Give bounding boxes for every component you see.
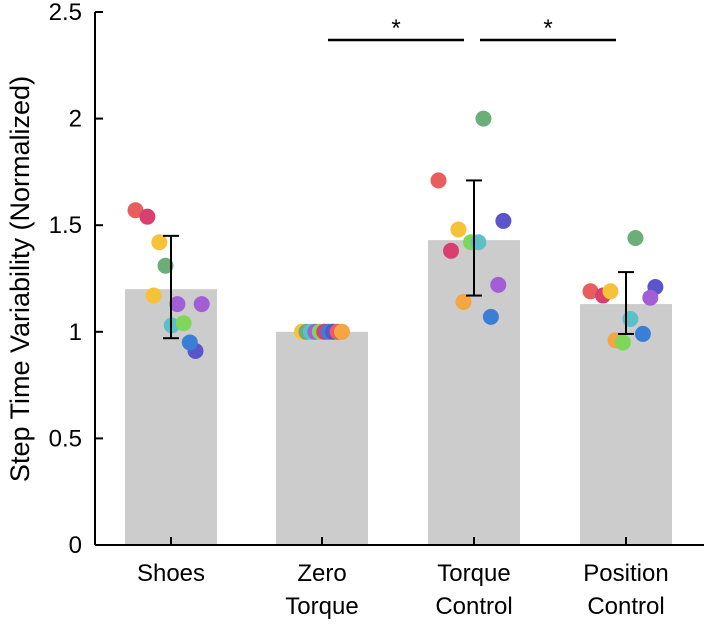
- data-point-torque-control-9: [495, 212, 512, 229]
- data-point-torque-control-2: [443, 242, 460, 259]
- x-tick-label-torque-control-line1: Torque: [437, 560, 510, 587]
- y-tick-label-4: 2: [69, 106, 82, 133]
- data-point-position-control-10: [642, 289, 659, 306]
- data-point-torque-control-6: [475, 110, 492, 127]
- data-point-position-control-8: [634, 325, 651, 342]
- data-point-shoes-11: [193, 296, 210, 313]
- data-point-position-control-6: [627, 229, 644, 246]
- error-bars-group: [163, 179, 634, 340]
- data-point-shoes-5: [157, 257, 174, 274]
- bar-zero-torque: [276, 331, 368, 545]
- data-point-shoes-8: [175, 315, 192, 332]
- significance-group: * *: [328, 15, 616, 42]
- data-point-torque-control-10: [490, 276, 507, 293]
- data-point-torque-control-4: [450, 221, 467, 238]
- y-tick-label-0: 0: [69, 532, 82, 559]
- data-point-position-control-7: [622, 311, 639, 328]
- data-point-torque-control-3: [455, 293, 472, 310]
- axes-group: 0 0.5 1 1.5 2 2.5 Shoes Zero Torque Torque Control…: [49, 0, 704, 620]
- data-point-shoes-2: [139, 208, 156, 225]
- x-tick-label-position-control-line1: Position: [583, 560, 668, 587]
- significance-star-2: *: [543, 15, 552, 42]
- x-tick-label-position-control-line2: Control: [587, 593, 664, 620]
- data-point-shoes-4: [145, 287, 162, 304]
- data-point-shoes-6: [169, 296, 186, 313]
- data-point-torque-control-8: [482, 308, 499, 325]
- x-tick-label-zero-torque-line1: Zero: [297, 560, 346, 587]
- x-tick-label-torque-control-line2: Control: [435, 593, 512, 620]
- data-point-shoes-3: [151, 234, 168, 251]
- data-point-position-control-5: [614, 334, 631, 351]
- data-point-torque-control-7: [470, 234, 487, 251]
- y-tick-label-2: 1: [69, 319, 82, 346]
- x-tick-label-shoes: Shoes: [137, 560, 205, 587]
- data-point-zero-torque-10: [334, 323, 350, 340]
- y-tick-label-3: 1.5: [49, 212, 82, 239]
- data-point-shoes-10: [181, 334, 198, 351]
- data-point-torque-control-1: [430, 172, 447, 189]
- y-axis-label: Step Time Variability (Normalized): [5, 76, 35, 482]
- data-point-shoes-1: [127, 202, 144, 219]
- x-tick-label-zero-torque-line2: Torque: [285, 593, 358, 620]
- y-tick-label-1: 0.5: [49, 425, 82, 452]
- y-tick-label-5: 2.5: [49, 0, 82, 26]
- data-point-position-control-1: [582, 283, 599, 300]
- participant-points-group: [127, 110, 664, 359]
- data-point-position-control-4: [602, 283, 619, 300]
- significance-star-1: *: [391, 15, 400, 42]
